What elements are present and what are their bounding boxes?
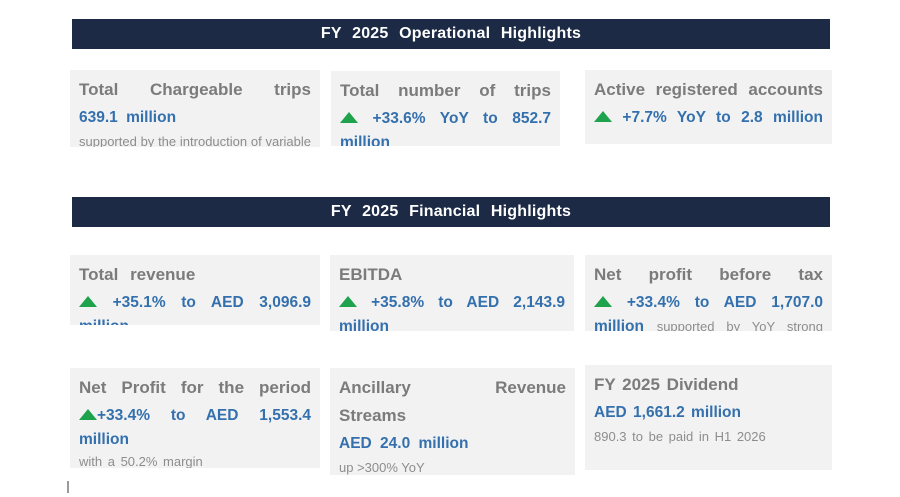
card-title: Total Chargeable trips [79, 80, 311, 99]
card-delta-pct: +33.4% [97, 407, 151, 424]
up-triangle-icon [79, 296, 97, 307]
card-delta: +7.7% YoY to 2.8 million [622, 109, 823, 126]
card-title: Total revenue [79, 265, 196, 284]
card-delta: +35.8% to AED 2,143.9 [371, 294, 565, 311]
card-value: 639.1 million [79, 109, 177, 126]
card-delta-continued: million [594, 318, 644, 331]
card-title: Total number of trips [340, 81, 551, 100]
card-note: 890.3 to be paid in H1 2026 [594, 429, 766, 444]
card-note: supported by the introduction of variabl… [79, 134, 311, 147]
up-triangle-icon [79, 409, 97, 420]
up-triangle-icon [594, 111, 612, 122]
card-title: FY 2025 Dividend [594, 375, 739, 394]
card-delta: +35.1% to AED 3,096.9 [112, 294, 311, 311]
card-delta-line: +33.6% YoY to 852.7 [340, 105, 551, 132]
card-note: up >300% YoY [339, 460, 425, 475]
delta-with-icon: +33.4% [79, 407, 150, 424]
card-note: with a 50.2% margin [79, 454, 203, 468]
card-delta-line: +35.8% to AED 2,143.9 [339, 289, 565, 316]
up-triangle-icon [339, 296, 357, 307]
card-value: AED 24.0 million [339, 435, 469, 452]
card-title: Active registered accounts [594, 80, 823, 99]
card-title-line1: Ancillary Revenue [339, 378, 566, 397]
card-total-revenue: Total revenue +35.1% to AED 3,096.9 mill… [70, 255, 320, 325]
card-ebitda: EBITDA +35.8% to AED 2,143.9 million [330, 255, 574, 331]
card-delta-continued: million [340, 134, 390, 146]
financial-highlights-title: FY 2025 Financial Highlights [330, 203, 572, 220]
text-cursor-mark [67, 481, 69, 493]
card-fy2025-dividend: FY 2025 Dividend AED 1,661.2 million 890… [585, 365, 832, 470]
card-total-chargeable-trips: Total Chargeable trips 639.1 million sup… [70, 70, 320, 147]
card-title: Net profit before tax [594, 265, 823, 284]
card-delta-continued: million [79, 431, 129, 448]
card-delta-continued: million [339, 318, 389, 331]
card-value: AED 1,661.2 million [594, 404, 741, 421]
card-net-profit-for-period: Net Profit for the period +33.4% to AED … [70, 368, 320, 468]
card-delta: +33.6% YoY to 852.7 [372, 110, 551, 127]
card-ancillary-revenue-streams: Ancillary Revenue Streams AED 24.0 milli… [330, 368, 575, 475]
operational-highlights-title: FY 2025 Operational Highlights [320, 25, 582, 42]
card-delta-line: +33.4% to AED 1,707.0 [594, 289, 823, 316]
card-title: Net Profit for the period [79, 378, 311, 397]
financial-highlights-header: FY 2025 Financial Highlights [72, 197, 830, 227]
card-delta-continued: million [79, 316, 311, 325]
up-triangle-icon [594, 296, 612, 307]
card-delta-line: +33.4% to AED 1,553.4 [79, 402, 311, 429]
card-delta-line: +7.7% YoY to 2.8 million [594, 104, 823, 131]
card-total-number-of-trips: Total number of trips +33.6% YoY to 852.… [331, 71, 560, 146]
card-title-line2: Streams [339, 406, 407, 425]
card-delta: +33.4% to AED 1,707.0 [626, 294, 823, 311]
up-triangle-icon [340, 112, 358, 123]
card-delta-line: +35.1% to AED 3,096.9 [79, 289, 311, 316]
card-active-registered-accounts: Active registered accounts +7.7% YoY to … [585, 70, 832, 144]
card-note: supported by YoY strong [656, 319, 823, 331]
card-net-profit-before-tax: Net profit before tax +33.4% to AED 1,70… [585, 255, 832, 331]
card-title: EBITDA [339, 265, 403, 284]
operational-highlights-header: FY 2025 Operational Highlights [72, 19, 830, 49]
card-continued-line: million supported by YoY strong [594, 316, 823, 331]
card-delta-rest: to AED 1,553.4 [170, 407, 311, 424]
